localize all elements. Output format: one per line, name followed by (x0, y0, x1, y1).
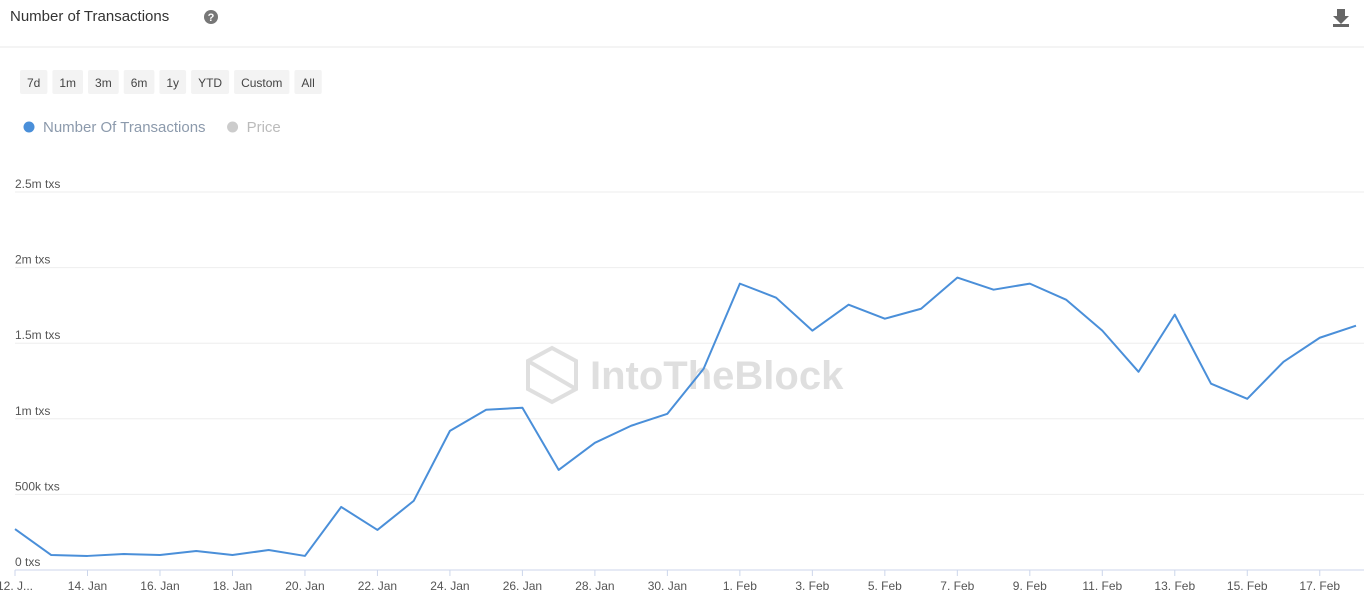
range-button-label[interactable]: 6m (131, 76, 148, 90)
x-tick-label: 7. Feb (940, 579, 974, 593)
legend-marker[interactable] (227, 121, 239, 133)
x-tick-label: 17. Feb (1299, 579, 1340, 593)
data-line (14, 276, 1357, 557)
range-button-bg[interactable] (159, 70, 187, 94)
legend-label[interactable]: Price (247, 119, 281, 136)
x-tick-label: 26. Jan (503, 579, 542, 593)
range-button-label[interactable]: 7d (27, 76, 40, 90)
y-tick-label: 500k txs (15, 479, 60, 493)
y-tick-label: 2.5m txs (15, 177, 60, 191)
range-button-label[interactable]: 1m (59, 76, 76, 90)
x-tick-label: 11. Feb (1082, 579, 1122, 593)
help-icon[interactable]: ? (204, 10, 218, 24)
range-button-bg[interactable] (191, 70, 230, 94)
range-button-bg[interactable] (52, 70, 84, 94)
x-tick-label: 15. Feb (1227, 579, 1268, 593)
x-tick-label: 1. Feb (723, 579, 757, 593)
x-tick-label: 24. Jan (430, 579, 469, 593)
range-button-label[interactable]: Custom (241, 76, 282, 90)
x-tick-label: 3. Feb (795, 579, 829, 593)
range-button[interactable]: YTD (191, 70, 230, 94)
range-button-bg[interactable] (123, 70, 155, 94)
x-tick-label: 18. Jan (213, 579, 252, 593)
range-button-label[interactable]: All (301, 76, 314, 90)
y-tick-label: 1.5m txs (15, 328, 60, 342)
range-button-bg[interactable] (88, 70, 119, 94)
download-icon[interactable] (1333, 9, 1349, 27)
range-button-label[interactable]: 3m (95, 76, 112, 90)
x-tick-label: 9. Feb (1013, 579, 1047, 593)
watermark: IntoTheBlock (526, 345, 844, 405)
chart-title: Number of Transactions (10, 8, 169, 25)
y-tick-label: 1m txs (15, 404, 50, 418)
range-button[interactable]: Custom (234, 70, 290, 94)
x-tick-label: 20. Jan (285, 579, 324, 593)
x-tick-label: 30. Jan (648, 579, 687, 593)
x-tick-label: 16. Jan (140, 579, 179, 593)
range-button-bg[interactable] (234, 70, 290, 94)
range-button-label[interactable]: YTD (198, 76, 222, 90)
x-tick-label: 12. J... (0, 579, 33, 593)
range-button-bg[interactable] (294, 70, 322, 94)
range-button[interactable]: 1y (159, 70, 187, 94)
x-tick-label: 22. Jan (358, 579, 397, 593)
range-button[interactable]: 6m (123, 70, 155, 94)
y-tick-label: 0 txs (15, 555, 40, 569)
range-button[interactable]: 3m (88, 70, 119, 94)
x-tick-label: 14. Jan (68, 579, 107, 593)
legend-marker[interactable] (23, 121, 35, 133)
x-tick-label: 13. Feb (1154, 579, 1195, 593)
range-button[interactable]: 1m (52, 70, 84, 94)
range-button[interactable]: All (294, 70, 322, 94)
watermark-text: IntoTheBlock (590, 354, 844, 398)
legend-label[interactable]: Number Of Transactions (43, 119, 206, 136)
x-tick-label: 5. Feb (868, 579, 902, 593)
range-button[interactable]: 7d (20, 70, 48, 94)
range-button-label[interactable]: 1y (166, 76, 179, 90)
range-button-bg[interactable] (20, 70, 48, 94)
svg-text:?: ? (208, 12, 215, 24)
x-tick-label: 28. Jan (575, 579, 614, 593)
y-tick-label: 2m txs (15, 253, 50, 267)
